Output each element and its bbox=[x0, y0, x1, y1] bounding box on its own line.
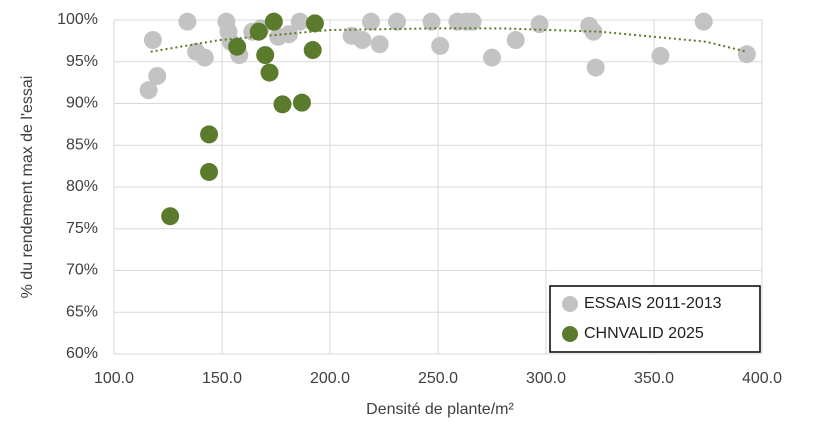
data-point bbox=[290, 12, 309, 31]
x-tick-label: 200.0 bbox=[310, 370, 350, 387]
x-tick-label: 350.0 bbox=[634, 370, 674, 387]
data-point bbox=[256, 46, 275, 65]
y-tick-label: 70% bbox=[66, 262, 98, 279]
data-point bbox=[370, 35, 389, 54]
y-tick-label: 85% bbox=[66, 136, 98, 153]
y-tick-label: 95% bbox=[66, 53, 98, 70]
data-point bbox=[303, 41, 322, 60]
x-tick-label: 150.0 bbox=[202, 370, 242, 387]
data-point bbox=[651, 46, 670, 65]
data-point bbox=[387, 12, 406, 31]
legend: ESSAIS 2011-2013 CHNVALID 2025 bbox=[549, 285, 761, 353]
y-axis-title: % du rendement max de l'essai bbox=[19, 76, 36, 299]
x-tick-label: 300.0 bbox=[526, 370, 566, 387]
data-point bbox=[506, 31, 525, 50]
data-point bbox=[200, 125, 219, 144]
data-point bbox=[161, 207, 180, 226]
data-point bbox=[273, 95, 292, 114]
trend-line bbox=[150, 27, 748, 53]
x-tick-label: 400.0 bbox=[742, 370, 782, 387]
data-point bbox=[249, 22, 268, 41]
legend-marker bbox=[562, 296, 578, 312]
y-tick-label: 80% bbox=[66, 178, 98, 195]
data-point bbox=[228, 37, 247, 56]
legend-marker bbox=[562, 326, 578, 342]
y-tick-label: 65% bbox=[66, 303, 98, 320]
data-point bbox=[431, 36, 450, 55]
x-tick-label: 100.0 bbox=[94, 370, 134, 387]
data-point bbox=[264, 12, 283, 31]
x-tick-label: 250.0 bbox=[418, 370, 458, 387]
x-axis-title: Densité de plante/m² bbox=[366, 401, 514, 418]
data-point bbox=[139, 81, 158, 100]
data-point bbox=[586, 58, 605, 77]
data-point bbox=[195, 48, 214, 67]
data-point bbox=[178, 12, 197, 31]
data-point bbox=[200, 162, 219, 181]
data-point bbox=[305, 14, 324, 33]
data-point bbox=[422, 12, 441, 31]
data-point bbox=[148, 66, 167, 85]
legend-label: ESSAIS 2011-2013 bbox=[584, 295, 722, 312]
data-point bbox=[463, 12, 482, 31]
y-tick-label: 75% bbox=[66, 220, 98, 237]
data-point bbox=[483, 48, 501, 67]
legend-box bbox=[549, 285, 761, 353]
data-point bbox=[362, 12, 381, 31]
y-tick-label: 100% bbox=[57, 11, 98, 28]
data-point bbox=[737, 45, 756, 64]
data-point bbox=[143, 31, 162, 50]
data-point bbox=[353, 31, 372, 50]
y-tick-label: 60% bbox=[66, 345, 98, 362]
data-point bbox=[279, 25, 298, 44]
y-tick-label: 90% bbox=[66, 95, 98, 112]
data-point bbox=[292, 93, 311, 112]
legend-label: CHNVALID 2025 bbox=[584, 325, 704, 342]
data-point bbox=[584, 22, 603, 41]
data-point bbox=[260, 63, 279, 82]
data-point bbox=[694, 12, 713, 31]
